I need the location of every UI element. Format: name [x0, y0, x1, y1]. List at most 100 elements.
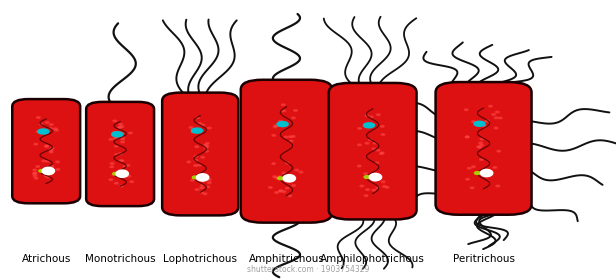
Circle shape	[111, 132, 123, 137]
Circle shape	[450, 169, 461, 174]
Text: Amphilophotrichous: Amphilophotrichous	[320, 254, 425, 264]
Circle shape	[474, 121, 485, 126]
Circle shape	[206, 186, 209, 188]
Circle shape	[464, 109, 468, 111]
Circle shape	[285, 187, 289, 189]
Circle shape	[137, 132, 146, 136]
Circle shape	[309, 176, 317, 180]
Ellipse shape	[480, 169, 493, 177]
Circle shape	[252, 151, 262, 156]
Circle shape	[363, 123, 375, 128]
Circle shape	[211, 197, 221, 201]
Circle shape	[270, 89, 282, 94]
Circle shape	[347, 109, 355, 113]
Circle shape	[38, 129, 49, 134]
Circle shape	[485, 89, 495, 94]
Circle shape	[282, 110, 286, 112]
Circle shape	[364, 195, 368, 197]
Circle shape	[221, 151, 231, 156]
Circle shape	[389, 109, 399, 113]
Circle shape	[274, 125, 278, 127]
Circle shape	[39, 123, 43, 125]
Circle shape	[455, 183, 465, 188]
Circle shape	[395, 151, 407, 157]
Circle shape	[372, 179, 376, 181]
Circle shape	[115, 182, 118, 184]
Circle shape	[51, 106, 62, 111]
Circle shape	[294, 110, 298, 111]
Circle shape	[200, 192, 203, 193]
Ellipse shape	[283, 175, 296, 182]
Circle shape	[461, 98, 472, 103]
Circle shape	[358, 128, 362, 129]
Circle shape	[453, 112, 464, 117]
Circle shape	[292, 185, 296, 186]
Circle shape	[252, 163, 264, 169]
Circle shape	[60, 122, 70, 126]
Circle shape	[343, 121, 351, 125]
Circle shape	[119, 169, 123, 171]
Circle shape	[64, 149, 75, 154]
Circle shape	[485, 120, 489, 122]
Circle shape	[291, 117, 295, 119]
Circle shape	[472, 204, 484, 208]
Circle shape	[381, 95, 392, 100]
Circle shape	[54, 128, 57, 130]
Circle shape	[471, 90, 480, 94]
Circle shape	[272, 163, 275, 164]
Circle shape	[296, 206, 304, 210]
Circle shape	[46, 160, 49, 162]
Circle shape	[373, 174, 376, 175]
Circle shape	[49, 149, 53, 151]
Circle shape	[367, 88, 375, 92]
Circle shape	[194, 160, 198, 161]
Circle shape	[373, 142, 377, 144]
Circle shape	[194, 165, 198, 166]
Circle shape	[217, 120, 225, 124]
Circle shape	[50, 165, 54, 167]
Circle shape	[477, 204, 489, 210]
Circle shape	[33, 173, 36, 174]
Circle shape	[481, 172, 485, 174]
Circle shape	[206, 143, 209, 144]
Circle shape	[488, 105, 492, 107]
Circle shape	[138, 141, 148, 145]
Text: Monotrichous: Monotrichous	[85, 254, 155, 264]
Circle shape	[33, 175, 37, 177]
Circle shape	[372, 179, 376, 181]
Circle shape	[282, 172, 286, 174]
Circle shape	[36, 131, 40, 133]
Circle shape	[122, 106, 132, 111]
Circle shape	[25, 113, 37, 118]
Circle shape	[498, 117, 502, 119]
Circle shape	[117, 199, 126, 203]
Ellipse shape	[197, 174, 209, 181]
Circle shape	[126, 165, 130, 166]
Circle shape	[311, 164, 320, 167]
FancyBboxPatch shape	[329, 83, 416, 220]
Circle shape	[278, 177, 284, 180]
Circle shape	[115, 137, 118, 139]
Circle shape	[18, 157, 28, 161]
Circle shape	[386, 186, 389, 188]
Circle shape	[33, 169, 36, 171]
Circle shape	[201, 157, 205, 158]
Circle shape	[275, 177, 278, 179]
Text: Amphitrichous: Amphitrichous	[248, 254, 325, 264]
Circle shape	[118, 126, 122, 128]
Circle shape	[115, 154, 118, 155]
Circle shape	[480, 159, 484, 160]
Circle shape	[129, 188, 141, 193]
Circle shape	[194, 155, 198, 157]
Circle shape	[94, 129, 105, 133]
Circle shape	[463, 95, 474, 100]
Circle shape	[474, 172, 480, 174]
Circle shape	[498, 101, 509, 106]
Circle shape	[17, 146, 29, 151]
Circle shape	[129, 132, 132, 134]
Circle shape	[376, 114, 380, 116]
Circle shape	[176, 117, 184, 121]
Circle shape	[288, 195, 291, 197]
Circle shape	[195, 208, 204, 212]
Circle shape	[208, 104, 218, 108]
